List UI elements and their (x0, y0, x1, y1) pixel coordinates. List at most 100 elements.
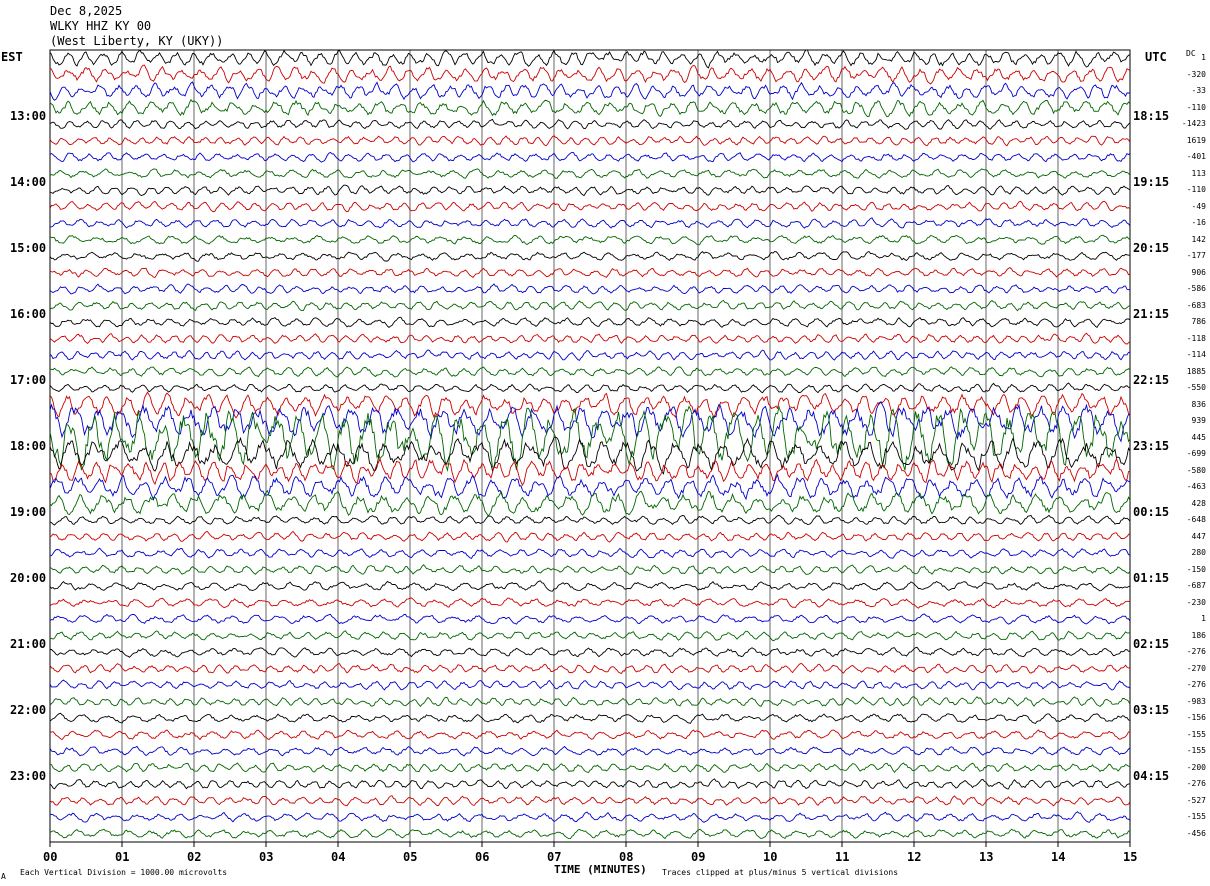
dc-offset-label: 1 (1201, 53, 1206, 63)
x-tick-label: 12 (907, 850, 922, 864)
dc-offset-label: -456 (1186, 828, 1206, 838)
x-tick-label: 03 (259, 850, 274, 864)
x-tick-label: 08 (619, 850, 634, 864)
left-time-label: 15:00 (10, 241, 47, 255)
seismic-trace (49, 81, 1131, 101)
dc-offset-label: -683 (1186, 300, 1206, 310)
dc-offset-label: -270 (1186, 663, 1206, 673)
left-time-label: 20:00 (10, 571, 47, 585)
scale-note: Each Vertical Division = 1000.00 microvo… (20, 868, 228, 877)
dc-offset-label: -687 (1186, 581, 1206, 591)
seismic-trace (49, 613, 1131, 625)
seismic-trace (49, 811, 1131, 823)
right-time-label: 02:15 (1133, 637, 1170, 651)
seismic-trace (49, 316, 1131, 329)
dc-offset-label: -1423 (1181, 119, 1206, 129)
dc-offset-label: -114 (1186, 350, 1206, 360)
dc-offset-label: -150 (1186, 564, 1206, 574)
seismic-trace (49, 745, 1131, 757)
seismic-trace (49, 118, 1131, 130)
dc-offset-label: -586 (1186, 284, 1206, 294)
seismic-trace (49, 49, 1131, 69)
seismic-trace (50, 646, 1131, 658)
x-tick-label: 14 (1051, 850, 1066, 864)
left-time-label: 21:00 (10, 637, 47, 651)
x-tick-label: 10 (763, 850, 778, 864)
right-zone-label: UTC (1145, 50, 1167, 64)
seismic-trace (49, 200, 1131, 213)
seismic-trace (49, 168, 1131, 179)
dc-offset-label: 428 (1191, 498, 1206, 508)
dc-offset-label: -983 (1186, 696, 1206, 706)
right-time-label: 01:15 (1133, 571, 1170, 585)
seismic-trace (49, 98, 1131, 118)
seismic-trace (49, 762, 1131, 774)
seismic-trace (49, 151, 1131, 163)
seismic-trace (49, 135, 1131, 147)
dc-offset-label: -155 (1186, 729, 1206, 739)
left-time-label: 14:00 (10, 175, 47, 189)
dc-offset-label: 280 (1191, 548, 1206, 558)
dc-offset-label: 113 (1191, 168, 1206, 178)
seismic-trace (49, 283, 1130, 295)
dc-offset-label: -16 (1191, 218, 1206, 228)
x-tick-label: 13 (979, 850, 994, 864)
left-time-label: 22:00 (10, 703, 47, 717)
dc-offset-label: -33 (1191, 86, 1206, 96)
right-time-label: 23:15 (1133, 439, 1170, 453)
seismic-trace (49, 267, 1131, 279)
x-tick-label: 02 (187, 850, 202, 864)
left-time-label: 18:00 (10, 439, 47, 453)
seismic-trace (49, 457, 1130, 486)
x-tick-label: 11 (835, 850, 850, 864)
x-tick-label: 01 (115, 850, 130, 864)
dc-offset-label: -230 (1186, 597, 1206, 607)
seismic-trace (49, 473, 1131, 501)
seismic-trace (49, 530, 1131, 543)
seismic-trace (49, 564, 1131, 575)
dc-offset-label: -648 (1186, 515, 1206, 525)
dc-offset-label: -550 (1186, 383, 1206, 393)
dc-offset-label: -527 (1186, 795, 1206, 805)
dc-offset-label: 186 (1191, 630, 1206, 640)
seismic-trace (49, 332, 1131, 345)
dc-offset-label: -177 (1186, 251, 1206, 261)
seismic-trace (49, 630, 1131, 642)
seismic-trace (49, 489, 1131, 517)
x-tick-label: 00 (43, 850, 58, 864)
x-tick-label: 06 (475, 850, 490, 864)
dc-offset-label: -401 (1186, 152, 1206, 162)
station-label: WLKY HHZ KY 00 (50, 19, 152, 33)
dc-offset-label: 906 (1191, 267, 1206, 277)
dc-offset-label: -276 (1186, 647, 1206, 657)
seismic-trace (49, 401, 1131, 443)
seismic-trace (49, 299, 1131, 312)
right-time-label: 00:15 (1133, 505, 1170, 519)
x-tick-label: 09 (691, 850, 706, 864)
dc-offset-label: -118 (1186, 333, 1206, 343)
dc-offset-label: 939 (1191, 416, 1206, 426)
dc-offset-label: -276 (1186, 779, 1206, 789)
dc-offset-label: 786 (1191, 317, 1206, 327)
dc-offset-label: -156 (1186, 713, 1206, 723)
x-tick-label: 15 (1123, 850, 1138, 864)
dc-offset-label: -320 (1186, 69, 1206, 79)
seismic-trace (49, 436, 1131, 475)
seismic-trace (49, 696, 1131, 708)
dc-offset-label: 1885 (1186, 366, 1206, 376)
right-time-label: 04:15 (1133, 769, 1170, 783)
corner-mark: A (1, 872, 6, 881)
dc-offset-label: -276 (1186, 680, 1206, 690)
seismic-trace (49, 250, 1131, 262)
seismic-trace (49, 580, 1131, 592)
right-time-label: 21:15 (1133, 307, 1170, 321)
seismic-trace (49, 349, 1130, 361)
x-tick-label: 04 (331, 850, 346, 864)
x-tick-label: 07 (547, 850, 562, 864)
dc-offset-label: -699 (1186, 449, 1206, 459)
seismic-trace (49, 778, 1131, 790)
seismic-trace (49, 382, 1131, 394)
seismic-trace (49, 514, 1131, 526)
left-time-label: 23:00 (10, 769, 47, 783)
